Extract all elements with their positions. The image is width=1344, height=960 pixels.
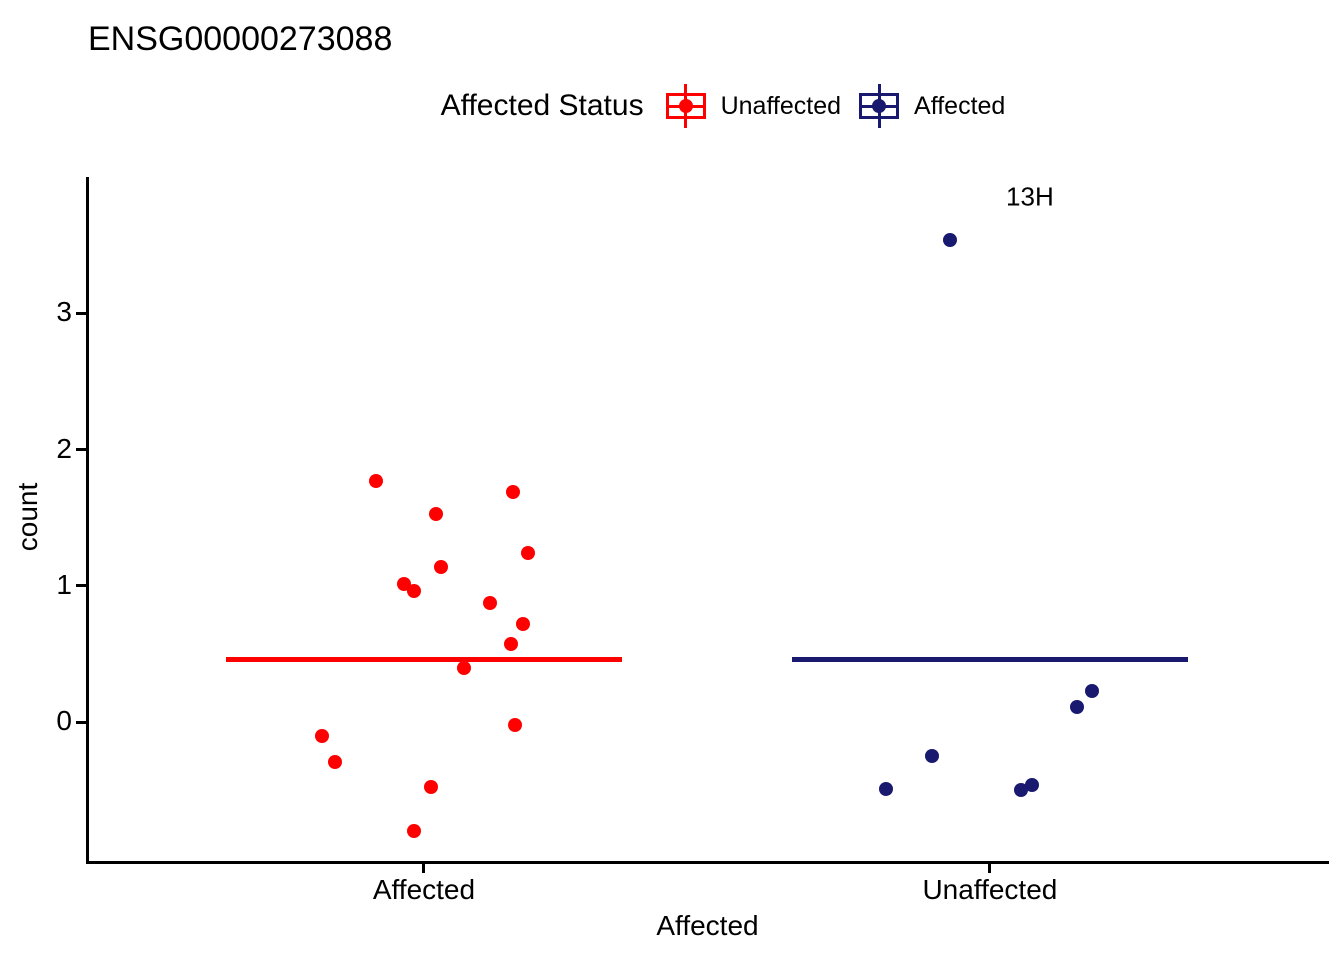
- y-tick-mark: [76, 448, 86, 451]
- data-point: [515, 616, 530, 631]
- data-point: [433, 559, 448, 574]
- legend-entry-label: Unaffected: [720, 91, 842, 120]
- data-point: [878, 781, 893, 796]
- y-tick-label: 0: [56, 705, 72, 737]
- legend-entry: Unaffected: [665, 84, 842, 128]
- data-point: [456, 660, 471, 675]
- legend-title: Affected Status: [440, 89, 644, 122]
- x-tick-mark: [988, 864, 992, 873]
- data-point: [406, 824, 421, 839]
- x-tick-label: Affected: [372, 874, 476, 905]
- legend-entry: Affected: [859, 84, 1005, 128]
- data-point: [503, 637, 518, 652]
- x-tick-mark: [422, 864, 426, 873]
- data-point: [924, 749, 939, 764]
- data-point: [942, 232, 957, 247]
- data-point: [1024, 777, 1039, 792]
- data-point: [1084, 683, 1099, 698]
- data-point: [423, 780, 438, 795]
- y-tick-label: 2: [56, 432, 72, 464]
- data-point: [1013, 783, 1028, 798]
- y-tick-mark: [76, 311, 86, 315]
- y-tick-mark: [76, 584, 86, 588]
- crossbar-point-key-icon: [665, 84, 706, 128]
- data-point: [1069, 700, 1084, 715]
- key-dot: [678, 99, 693, 113]
- legend-entry-label: Affected: [914, 91, 1006, 120]
- outlier-label: 13H: [1006, 181, 1054, 212]
- data-point: [314, 728, 329, 743]
- y-tick-mark: [76, 720, 86, 724]
- y-tick-label: 3: [56, 296, 72, 328]
- data-point: [368, 473, 383, 488]
- data-point: [327, 754, 342, 769]
- data-point: [406, 584, 421, 599]
- y-axis-line: [86, 177, 89, 864]
- x-tick-label: Unaffected: [922, 874, 1058, 905]
- y-tick-label: 1: [56, 568, 72, 600]
- x-axis-line: [86, 861, 1329, 864]
- data-point: [520, 546, 535, 561]
- data-point: [507, 717, 522, 732]
- data-point: [505, 484, 520, 499]
- data-point: [428, 506, 443, 521]
- data-point: [482, 596, 497, 611]
- legend: Affected Status Unaffected Affected: [0, 84, 1344, 128]
- crossbar-point-key-icon: [859, 84, 900, 128]
- chart-title: ENSG00000273088: [88, 20, 393, 58]
- crossbar-median-line: [792, 656, 1188, 662]
- plot-panel: [86, 177, 1329, 861]
- key-dot: [872, 99, 887, 113]
- y-axis-title: count: [12, 482, 43, 552]
- crossbar-median-line: [226, 656, 622, 662]
- x-axis-title: Affected: [656, 910, 759, 941]
